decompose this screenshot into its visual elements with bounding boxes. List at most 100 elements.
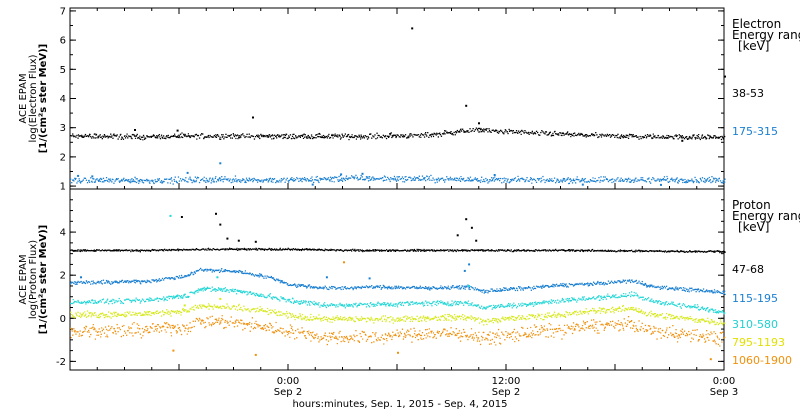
data-point bbox=[239, 137, 241, 139]
data-point bbox=[522, 304, 524, 307]
data-point bbox=[410, 287, 412, 289]
data-point bbox=[79, 180, 81, 182]
data-point bbox=[235, 248, 238, 251]
data-point bbox=[524, 288, 526, 290]
data-point bbox=[129, 299, 131, 302]
data-point bbox=[178, 275, 181, 277]
data-point bbox=[724, 75, 726, 78]
data-point bbox=[456, 285, 458, 287]
data-point bbox=[553, 177, 556, 179]
data-point bbox=[176, 294, 178, 297]
data-point bbox=[177, 136, 180, 139]
data-point bbox=[306, 248, 308, 250]
data-point bbox=[282, 137, 284, 140]
data-point bbox=[264, 179, 266, 181]
data-point bbox=[542, 284, 544, 286]
data-point bbox=[446, 303, 448, 305]
data-point bbox=[305, 136, 307, 138]
data-point bbox=[136, 181, 138, 184]
data-point bbox=[477, 304, 480, 306]
data-point bbox=[530, 178, 532, 180]
data-point bbox=[128, 312, 130, 315]
data-point bbox=[223, 138, 225, 140]
data-point bbox=[634, 180, 636, 182]
data-point bbox=[622, 137, 624, 139]
data-point bbox=[217, 180, 220, 182]
data-point bbox=[692, 135, 694, 137]
data-point bbox=[374, 179, 376, 181]
data-point bbox=[556, 133, 558, 135]
data-point bbox=[709, 291, 711, 293]
data-point bbox=[457, 304, 460, 306]
data-point bbox=[79, 135, 81, 137]
data-point bbox=[90, 302, 92, 304]
data-point bbox=[165, 277, 167, 279]
data-point bbox=[231, 137, 233, 139]
data-point bbox=[540, 177, 542, 179]
data-point bbox=[661, 303, 663, 305]
data-point bbox=[115, 135, 118, 137]
data-point bbox=[326, 137, 328, 139]
data-point bbox=[443, 302, 445, 304]
data-point bbox=[360, 138, 362, 140]
data-point bbox=[222, 248, 224, 250]
data-point bbox=[590, 180, 593, 182]
data-point bbox=[80, 135, 82, 137]
data-point bbox=[290, 284, 293, 287]
data-point bbox=[290, 301, 293, 304]
data-point bbox=[686, 288, 688, 291]
data-point bbox=[577, 283, 579, 285]
data-point bbox=[345, 177, 347, 179]
data-point bbox=[92, 178, 94, 180]
data-point bbox=[571, 250, 574, 252]
data-point bbox=[436, 301, 438, 303]
data-point bbox=[234, 290, 236, 293]
data-point bbox=[164, 311, 166, 314]
data-point bbox=[463, 304, 465, 306]
data-point bbox=[380, 303, 382, 305]
data-point bbox=[372, 135, 374, 137]
data-point bbox=[504, 129, 506, 131]
data-point bbox=[359, 136, 361, 138]
data-point bbox=[146, 313, 148, 316]
data-point bbox=[166, 299, 168, 301]
data-point bbox=[241, 134, 243, 136]
data-point bbox=[305, 178, 307, 180]
data-point bbox=[340, 179, 342, 181]
data-point bbox=[267, 276, 269, 278]
data-point bbox=[519, 305, 521, 307]
data-point bbox=[105, 135, 108, 138]
data-point bbox=[182, 309, 184, 311]
data-point bbox=[241, 248, 243, 250]
data-point bbox=[599, 179, 601, 181]
data-point bbox=[110, 136, 112, 138]
data-point bbox=[212, 289, 214, 291]
data-point bbox=[610, 280, 613, 282]
data-point bbox=[505, 250, 507, 252]
data-point bbox=[145, 312, 147, 314]
data-point bbox=[144, 179, 146, 182]
data-point bbox=[332, 249, 334, 251]
data-point bbox=[663, 179, 665, 181]
data-point bbox=[313, 287, 315, 289]
data-point bbox=[462, 302, 464, 304]
data-point bbox=[448, 179, 450, 181]
data-point bbox=[307, 179, 309, 181]
data-point bbox=[555, 133, 557, 135]
data-point bbox=[551, 180, 554, 182]
data-point bbox=[632, 179, 634, 181]
data-point bbox=[620, 294, 622, 296]
data-point bbox=[719, 252, 721, 254]
data-point bbox=[71, 282, 73, 284]
data-point bbox=[93, 302, 95, 304]
data-point bbox=[423, 302, 425, 304]
data-point bbox=[110, 312, 112, 314]
data-point bbox=[169, 178, 171, 180]
data-point bbox=[158, 178, 160, 180]
data-point bbox=[401, 302, 403, 304]
data-point bbox=[92, 283, 94, 285]
data-point bbox=[352, 287, 354, 289]
data-point bbox=[243, 290, 245, 292]
data-point bbox=[288, 136, 290, 138]
data-point bbox=[372, 179, 374, 181]
